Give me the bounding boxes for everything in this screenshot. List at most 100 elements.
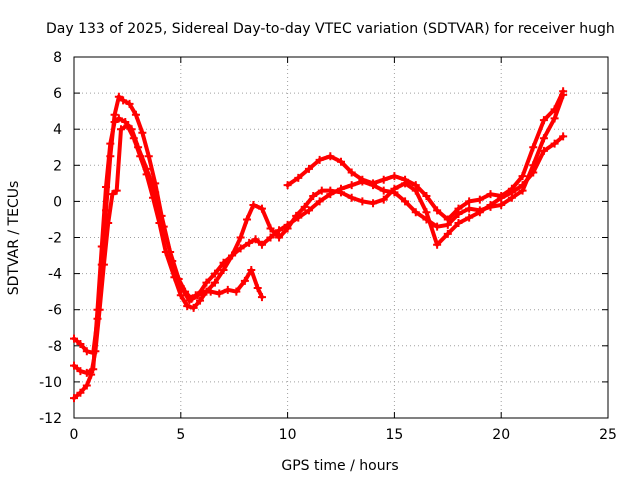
data-point-4-15 [443,215,452,224]
data-point-2-55 [550,114,559,123]
data-point-2-24 [236,244,245,253]
data-point-4-13 [422,191,431,200]
data-point-1-30 [257,293,266,302]
y-tick-label-1: -10 [39,375,62,391]
chart-title: Day 133 of 2025, Sidereal Day-to-day VTE… [46,21,615,37]
data-point-3-53 [486,201,495,210]
data-point-1-29 [253,284,262,293]
data-point-4-18 [475,195,484,204]
data-point-3-35 [300,202,309,211]
data-point-3-14 [142,170,151,179]
data-point-1-12 [131,110,140,119]
data-point-2-20 [202,278,211,287]
data-point-3-19 [176,291,185,300]
data-point-2-6 [102,182,111,191]
data-point-3-13 [136,152,145,161]
data-point-3-52 [475,208,484,217]
data-point-3-25 [219,265,228,274]
data-point-2-44 [433,222,442,231]
data-point-4-26 [559,87,568,96]
data-point-3-0 [70,394,78,403]
y-tick-label-7: 2 [53,158,62,174]
data-point-4-24 [539,116,548,125]
data-point-3-34 [292,211,301,220]
data-point-4-10 [390,172,399,181]
x-tick-label-1: 5 [176,427,185,443]
data-point-3-27 [236,233,245,242]
data-point-2-27 [257,240,266,249]
data-point-3-12 [129,134,138,143]
data-point-3-40 [347,193,356,202]
data-point-2-26 [251,235,260,244]
data-point-3-23 [202,287,211,296]
data-point-3-32 [275,233,284,242]
y-tick-label-0: -12 [39,411,62,427]
data-point-3-26 [228,251,237,260]
x-tick-label-0: 0 [70,427,79,443]
data-point-3-8 [108,190,117,199]
data-point-3-21 [189,303,198,312]
grid [74,57,608,418]
data-point-1-9 [114,92,123,101]
y-tick-label-5: -2 [48,231,62,247]
data-point-3-51 [465,213,474,222]
y-tick-label-2: -8 [48,339,62,355]
data-point-4-11 [401,175,410,184]
data-point-2-9 [114,114,123,123]
data-point-4-17 [465,197,474,206]
series-trace-4 [283,87,568,224]
data-series [70,87,568,403]
data-point-4-25 [550,105,559,114]
x-tick-label-5: 25 [599,427,617,443]
data-point-2-29 [275,226,284,235]
data-point-2-28 [266,233,275,242]
data-point-2-21 [210,269,219,278]
data-point-3-16 [155,219,164,228]
data-point-2-18 [185,296,194,305]
data-point-2-0 [70,361,78,370]
data-point-3-33 [283,224,292,233]
data-point-3-41 [358,197,367,206]
data-point-3-48 [433,240,442,249]
data-point-3-18 [170,273,179,282]
data-point-3-5 [95,305,104,314]
data-point-3-60 [559,132,568,141]
data-point-4-2 [304,164,313,173]
data-point-3-4 [91,347,100,356]
data-point-4-6 [347,168,356,177]
data-point-1-24 [215,289,224,298]
data-point-2-7 [106,139,115,148]
data-point-2-42 [411,208,420,217]
data-point-1-8 [110,110,119,119]
data-point-3-58 [539,146,548,155]
y-axis-label: SDTVAR / TECUs [6,181,22,296]
y-tick-label-9: 6 [53,86,62,102]
data-point-3-24 [210,278,219,287]
data-point-1-28 [247,265,256,274]
data-point-3-22 [196,296,205,305]
data-point-3-37 [317,186,326,195]
axis-ticks: 0 5 10 15 20 25 -12 -10 -8 -6 -4 -2 0 2 4 6 8 [39,50,617,443]
data-point-4-8 [369,179,378,188]
data-point-3-3 [87,370,96,379]
y-tick-label-6: 0 [53,194,62,210]
data-point-3-9 [112,186,121,195]
data-point-1-11 [125,99,134,108]
data-point-3-20 [183,302,192,311]
data-point-4-7 [358,175,367,184]
data-point-2-33 [315,197,324,206]
data-point-1-0 [70,334,78,343]
data-point-3-17 [161,247,170,256]
data-point-4-0 [283,181,292,190]
data-point-3-49 [443,229,452,238]
data-point-4-21 [507,184,516,193]
data-point-1-2 [82,347,91,356]
data-point-3-11 [123,121,132,130]
data-point-4-19 [486,190,495,199]
data-point-4-4 [326,152,335,161]
data-point-2-36 [347,181,356,190]
data-point-1-10 [119,96,128,105]
data-point-3-15 [149,193,158,202]
